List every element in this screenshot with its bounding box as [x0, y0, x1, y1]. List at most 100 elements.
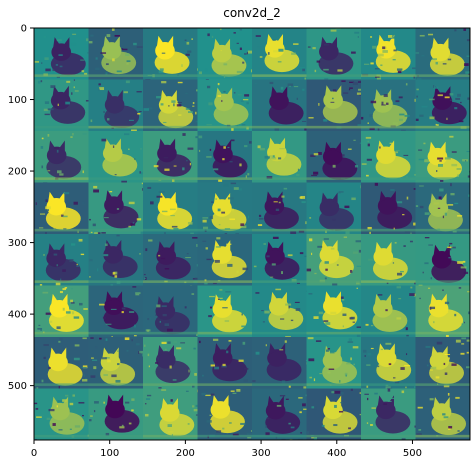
tile-texture — [169, 365, 172, 369]
tile-texture — [296, 157, 298, 159]
tile-texture — [387, 388, 391, 392]
tile-texture — [384, 46, 387, 49]
tile-texture — [385, 386, 391, 389]
feature-map-tile — [34, 28, 92, 80]
tile-texture — [423, 142, 426, 145]
tile-texture — [374, 68, 380, 70]
tile-texture — [318, 152, 322, 155]
tile-texture — [240, 422, 246, 425]
feature-map-tile — [252, 28, 307, 80]
tile-texture — [128, 119, 134, 121]
tile-cat-head — [212, 44, 232, 63]
tile-edge-strip — [197, 383, 252, 386]
feature-map-tile — [88, 28, 143, 83]
tile-texture — [305, 221, 307, 225]
tile-texture — [439, 160, 442, 162]
tile-texture — [462, 260, 466, 263]
feature-map-tile — [143, 285, 199, 337]
tile-texture — [96, 268, 99, 272]
tile-texture — [164, 168, 170, 171]
tile-texture — [159, 320, 161, 323]
tile-texture — [452, 211, 455, 214]
tile-texture — [325, 268, 328, 271]
tile-texture — [409, 240, 413, 243]
tile-texture — [101, 138, 107, 142]
tile-texture — [375, 76, 380, 78]
tile-cat-head — [212, 300, 233, 318]
tile-texture — [100, 52, 107, 54]
tile-texture — [433, 85, 435, 88]
tile-texture — [153, 165, 159, 168]
tile-texture — [116, 208, 120, 210]
tile-texture — [195, 111, 197, 115]
tile-texture — [186, 253, 189, 255]
tile-texture — [185, 53, 190, 56]
tile-edge-strip — [306, 177, 361, 180]
tile-texture — [207, 85, 211, 89]
tile-texture — [187, 50, 192, 53]
tile-cat-head — [50, 402, 70, 421]
tile-edge-strip — [415, 434, 470, 438]
tile-texture — [395, 100, 400, 103]
tile-cat-ears — [377, 34, 395, 47]
tile-texture — [173, 341, 177, 343]
tile-texture — [287, 254, 293, 257]
tile-texture — [290, 231, 297, 235]
tile-texture — [103, 374, 108, 377]
tile-texture — [48, 367, 51, 369]
tile-texture — [333, 424, 338, 427]
tile-texture — [116, 234, 120, 237]
tile-texture — [281, 438, 286, 440]
tile-cat-ears — [53, 37, 70, 49]
tile-cat-ears — [431, 346, 448, 358]
y-tick-label: 400 — [8, 310, 27, 321]
feature-map-tile — [88, 285, 143, 339]
tile-texture — [47, 170, 51, 172]
tile-texture — [37, 328, 43, 330]
tile-texture — [340, 391, 344, 395]
tile-texture — [154, 128, 159, 130]
tile-texture — [365, 174, 369, 177]
tile-texture — [364, 355, 367, 357]
y-tick-label: 500 — [8, 381, 27, 392]
tile-texture — [162, 313, 167, 317]
tile-texture — [92, 359, 98, 361]
y-tick-label: 300 — [8, 238, 27, 249]
tile-texture — [448, 257, 451, 259]
tile-texture — [318, 103, 320, 106]
tile-texture — [146, 394, 152, 397]
tile-texture — [169, 208, 176, 211]
tile-texture — [436, 170, 438, 173]
tile-texture — [382, 46, 386, 50]
tile-texture — [69, 259, 74, 263]
tile-texture — [422, 271, 424, 274]
tile-texture — [208, 102, 213, 106]
tile-texture — [103, 217, 109, 219]
tile-texture — [447, 392, 450, 396]
tile-texture — [444, 301, 450, 305]
tile-texture — [125, 80, 130, 84]
tile-texture — [40, 80, 43, 83]
tile-texture — [461, 323, 464, 325]
tile-texture — [62, 307, 65, 311]
tile-texture — [116, 70, 122, 73]
tile-texture — [136, 46, 143, 48]
tile-texture — [70, 299, 73, 303]
tile-edge-strip — [306, 228, 361, 232]
tile-texture — [350, 357, 352, 361]
tile-texture — [402, 119, 406, 123]
tile-cat-ears — [159, 191, 176, 204]
tile-texture — [300, 432, 303, 434]
tile-texture — [99, 337, 102, 340]
tile-texture — [313, 437, 318, 440]
tile-texture — [135, 292, 141, 295]
feature-map-tile — [252, 285, 308, 339]
tile-texture — [58, 54, 63, 56]
tile-texture — [451, 163, 458, 167]
tile-texture — [76, 263, 78, 266]
tile-texture — [56, 326, 61, 330]
tile-cat-head — [322, 297, 343, 315]
tile-texture — [435, 376, 440, 379]
tile-texture — [313, 316, 319, 319]
